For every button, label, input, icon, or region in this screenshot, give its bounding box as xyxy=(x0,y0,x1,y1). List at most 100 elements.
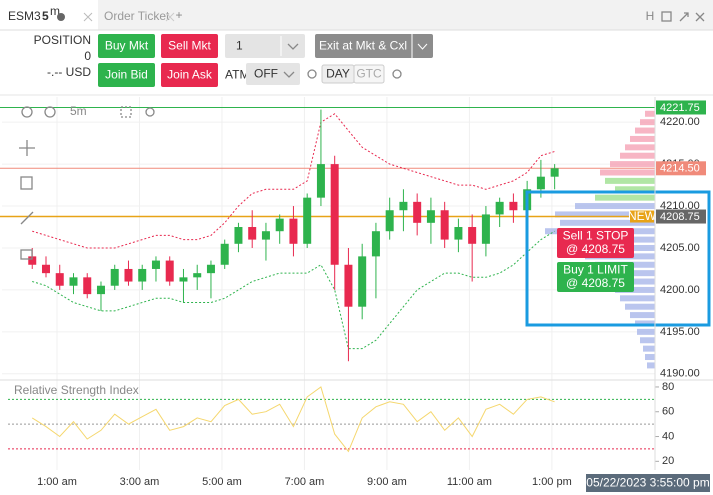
buy-mkt-button[interactable] xyxy=(98,34,155,58)
join-ask-label: Join Ask xyxy=(167,68,213,82)
settings-icon[interactable] xyxy=(145,107,155,117)
candle-body xyxy=(220,243,229,265)
gtc-label: GTC xyxy=(356,67,382,81)
crosshair-icon[interactable] xyxy=(19,140,35,156)
candle-body xyxy=(426,210,435,223)
header-icon[interactable]: H xyxy=(646,9,655,23)
candle-body xyxy=(41,264,50,274)
select-icon[interactable] xyxy=(120,106,132,118)
candle-body xyxy=(330,164,339,265)
candle-body xyxy=(509,201,518,211)
settings-icon[interactable] xyxy=(307,69,317,79)
candle-body xyxy=(248,227,257,240)
quantity-select[interactable] xyxy=(225,34,305,58)
new-badge xyxy=(630,210,654,223)
candle-body xyxy=(193,273,202,278)
interval-button[interactable]: 5m xyxy=(70,104,87,118)
tab-order-ticket[interactable]: Order Ticket xyxy=(104,9,170,23)
candle-body xyxy=(69,277,78,286)
chevron xyxy=(287,43,299,50)
x-tick-label: 7:00 am xyxy=(285,476,325,488)
popout-icon[interactable] xyxy=(679,12,689,22)
candle-body xyxy=(536,176,545,190)
candle-body xyxy=(454,227,463,240)
timestamp: 05/22/2023 3:55:00 pm xyxy=(586,476,709,490)
gtc-button[interactable] xyxy=(353,64,385,84)
x-tick-label: 9:00 am xyxy=(367,476,407,488)
candle-body xyxy=(440,210,449,240)
zoom-in[interactable] xyxy=(21,106,33,118)
chevron xyxy=(283,71,295,78)
volume-profile-bar xyxy=(630,312,655,319)
timestamp-box xyxy=(586,474,710,492)
volume-profile-bar xyxy=(615,186,655,193)
active-tab[interactable] xyxy=(0,0,98,30)
candle-body xyxy=(55,273,64,286)
candle-body xyxy=(303,197,312,244)
exit-button[interactable] xyxy=(315,34,433,58)
volume-profile-bar xyxy=(630,135,655,142)
volume-profile-bar xyxy=(620,295,655,302)
candle-body xyxy=(96,285,105,295)
rsi-tick-label: 60 xyxy=(662,406,674,418)
add-tab[interactable]: + xyxy=(175,8,182,22)
candle-body xyxy=(124,268,133,282)
candle-body xyxy=(385,210,394,232)
candle-body xyxy=(83,277,92,295)
quantity-value: 1 xyxy=(236,39,243,53)
atm-select[interactable] xyxy=(246,63,300,85)
volume-profile-bar xyxy=(635,127,655,134)
candle-body xyxy=(413,201,422,223)
volume-profile-bar xyxy=(637,328,655,335)
atm-value: OFF xyxy=(254,67,278,81)
exit-label: Exit at Mkt & Cxl xyxy=(319,39,407,53)
window-icon[interactable] xyxy=(661,11,672,22)
sell-mkt-button[interactable] xyxy=(161,34,218,58)
zoom-out[interactable] xyxy=(44,106,56,118)
candle-body xyxy=(261,231,270,240)
day-label: DAY xyxy=(326,67,350,81)
volume-profile-bar xyxy=(610,161,655,168)
buy-mkt-label: Buy Mkt xyxy=(105,39,149,53)
rsi-title: Relative Strength Index xyxy=(14,383,139,397)
price-chart: 4190.004195.004200.004205.004210.004215.… xyxy=(0,97,713,488)
settings-icon[interactable] xyxy=(392,69,402,79)
tab-symbol: ESM3 xyxy=(8,9,41,23)
y-tick-label: 4195.00 xyxy=(660,326,700,338)
position-label: POSITION xyxy=(34,33,91,47)
tab-interval-unit: m xyxy=(50,4,60,18)
order-line2: @ 4208.75 xyxy=(566,242,625,256)
tab-interval: 5 xyxy=(42,9,49,23)
notes-icon[interactable] xyxy=(20,176,33,190)
chevron xyxy=(417,43,428,50)
atm-label: ATM xyxy=(225,68,249,82)
join-ask-button[interactable] xyxy=(161,63,218,87)
close-icon[interactable] xyxy=(695,12,705,22)
pnl: -.-- USD xyxy=(47,65,91,79)
candle-body xyxy=(468,227,477,244)
rsi-tick-label: 40 xyxy=(662,430,674,442)
tab-close[interactable] xyxy=(165,12,175,22)
volume-profile-bar xyxy=(555,211,655,218)
tab-close[interactable] xyxy=(83,12,93,22)
volume-profile-bar xyxy=(625,303,655,310)
candle-body xyxy=(399,201,408,211)
volume-profile-bar xyxy=(600,169,655,176)
volume-profile-bar xyxy=(560,219,655,226)
order-line1: Sell 1 STOP xyxy=(563,229,629,243)
rsi-line xyxy=(31,386,555,453)
candle-body xyxy=(179,277,188,282)
price-tag-label: 4221.75 xyxy=(660,102,700,114)
candle-body xyxy=(206,264,215,274)
volume-profile-bar xyxy=(645,354,655,361)
sell-mkt-label: Sell Mkt xyxy=(168,39,211,53)
candle-body xyxy=(28,256,37,265)
volume-profile-bar xyxy=(575,203,655,210)
draw-icon[interactable] xyxy=(20,211,34,225)
lock-icon[interactable] xyxy=(20,249,33,260)
order-tag[interactable] xyxy=(557,262,634,292)
candle-body xyxy=(371,231,380,257)
order-tag[interactable] xyxy=(557,228,634,258)
join-bid-button[interactable] xyxy=(98,63,155,87)
